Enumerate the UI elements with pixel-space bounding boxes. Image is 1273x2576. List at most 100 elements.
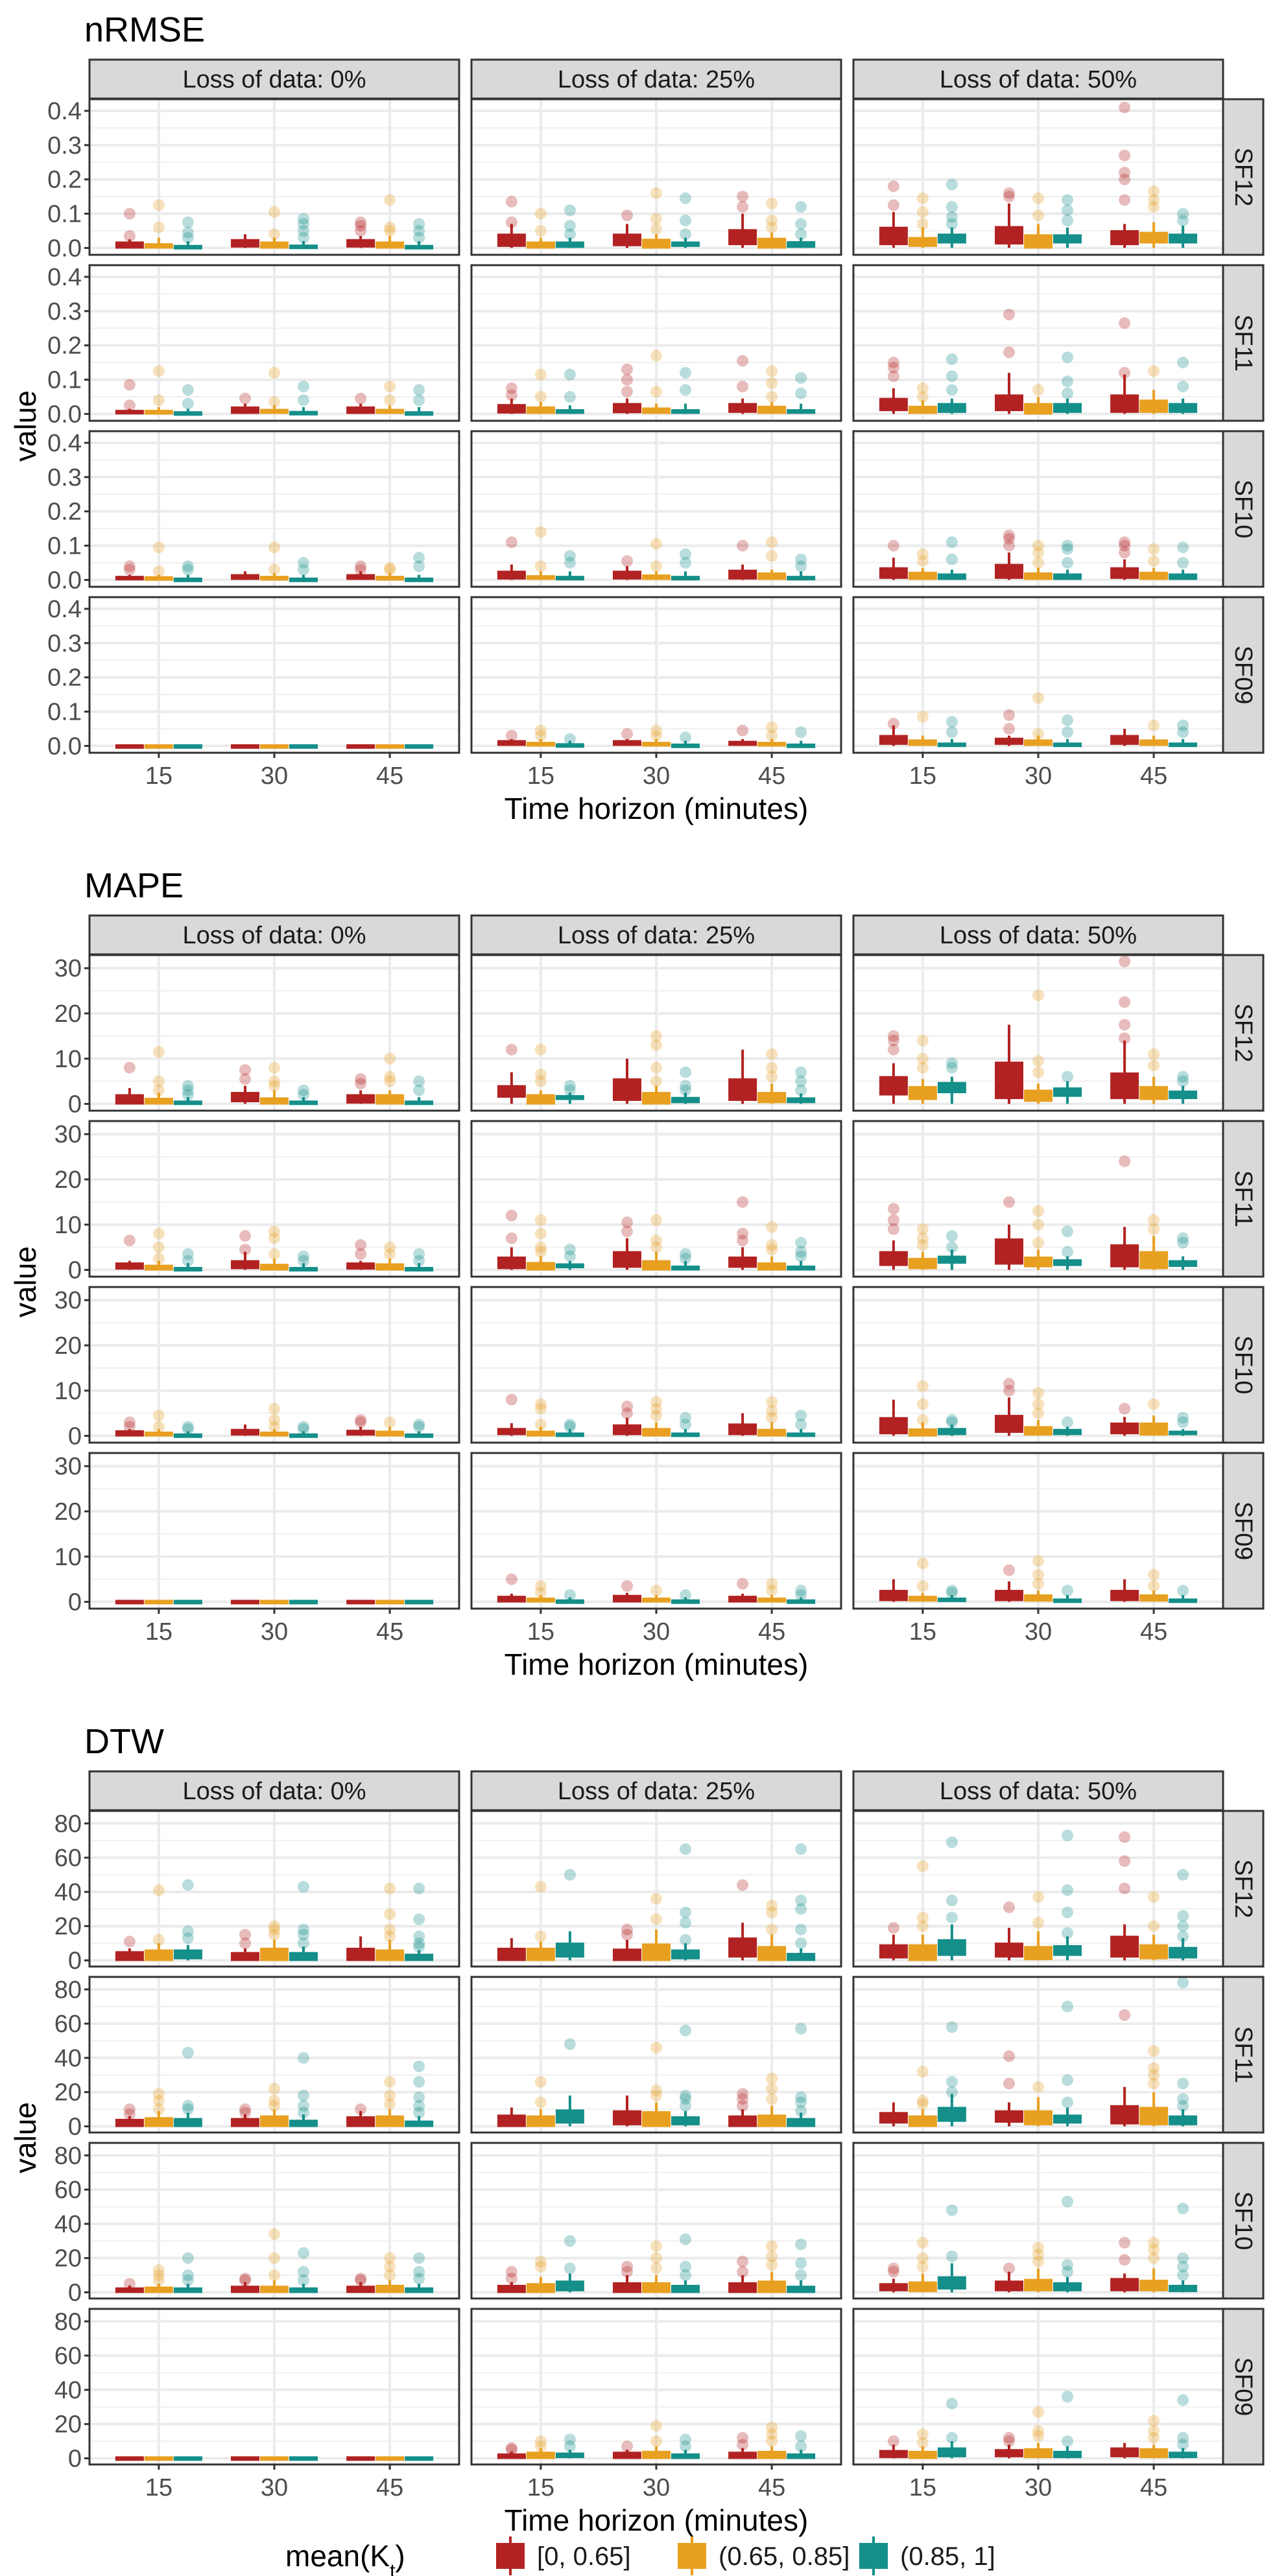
boxplot [144,744,173,749]
boxplot [1169,1232,1198,1270]
box [173,577,202,582]
legend-key [496,2536,525,2575]
boxplot [289,2456,318,2461]
box [526,1262,555,1271]
box [260,2115,289,2127]
box [405,1433,434,1438]
outlier-point [916,2236,929,2249]
outlier-point [650,1214,662,1226]
outlier-point [916,548,929,560]
outlier-point [123,230,136,242]
outlier-point [650,1913,662,1926]
outlier-point [384,1930,396,1943]
box [173,2118,202,2127]
boxplot [995,2262,1023,2293]
outlier-point [1003,187,1015,199]
box [405,1954,434,1961]
box [144,744,173,749]
outlier-point [1062,204,1073,217]
box [613,2282,641,2293]
outlier-point [1177,719,1189,731]
outlier-point [564,1869,576,1881]
outlier-point [621,2440,633,2453]
box [289,1100,318,1105]
x-tick-label: 45 [1140,1618,1167,1646]
boxplot [613,363,641,414]
boxplot [260,1920,289,1961]
box [1024,572,1053,580]
box [555,2109,584,2124]
outlier-point [182,2275,194,2287]
outlier-point [795,2023,807,2035]
box [289,744,318,749]
outlier-point [946,178,958,191]
outlier-point [946,1585,958,1597]
panel-border [88,1810,460,1968]
boxplot [173,2046,202,2127]
box [995,1238,1023,1265]
boxplot [526,1880,555,1961]
x-tick-label: 30 [643,2474,670,2501]
facet-strip-column [470,58,842,100]
outlier-point [737,200,749,213]
box [1110,1072,1139,1100]
outlier-point [680,1843,691,1855]
box [173,2287,202,2293]
outlier-point [1119,1855,1131,1867]
boxplot [671,366,700,414]
outlier-point [1062,2265,1073,2278]
y-axis-title: value [8,1246,42,1318]
box [231,1428,259,1436]
outlier-point [182,384,194,396]
panel [852,2142,1224,2300]
outlier-point [534,1402,547,1415]
boxplot [757,365,787,414]
outlier-point [268,206,280,218]
boxplot [555,204,584,248]
outlier-point [650,1241,662,1253]
box [1053,573,1082,580]
box [1024,1594,1053,1602]
box [642,2450,671,2459]
box [405,1267,434,1272]
y-tick-label: 0.0 [47,401,82,428]
outlier-point [1148,1568,1160,1581]
outlier-point [766,1070,778,1083]
outlier-point [1119,2236,1131,2249]
outlier-point [534,1246,547,1258]
facet-strip-row [1222,1976,1265,2134]
outlier-point [355,2275,367,2287]
x-tick-label: 30 [261,1618,288,1646]
boxplot [995,1564,1023,1602]
boxplot [526,724,555,747]
outlier-point [152,365,165,377]
outlier-point [413,1913,425,1926]
box [879,1076,908,1096]
facet-strip-label: Loss of data: 25% [558,1778,755,1805]
box [642,2111,671,2127]
outlier-point [564,2433,576,2446]
outlier-point [1148,2431,1160,2444]
outlier-point [680,2433,691,2446]
outlier-point [1032,1055,1044,1067]
outlier-point [413,394,425,407]
box [289,2287,318,2293]
outlier-point [182,2252,194,2264]
outlier-point [795,1843,807,1855]
outlier-point [1177,1585,1189,1597]
outlier-point [1032,209,1044,222]
boxplot [1169,719,1198,748]
box [289,244,318,250]
boxplot [497,729,526,746]
outlier-point [916,390,929,403]
boxplot [231,1230,259,1270]
box [671,576,700,581]
box [144,1264,173,1271]
box [115,2456,144,2461]
box [1024,739,1053,746]
outlier-point [887,1043,899,1056]
outlier-point [1148,543,1160,555]
outlier-point [766,1244,778,1256]
box [497,1085,526,1098]
outlier-point [916,2428,929,2440]
